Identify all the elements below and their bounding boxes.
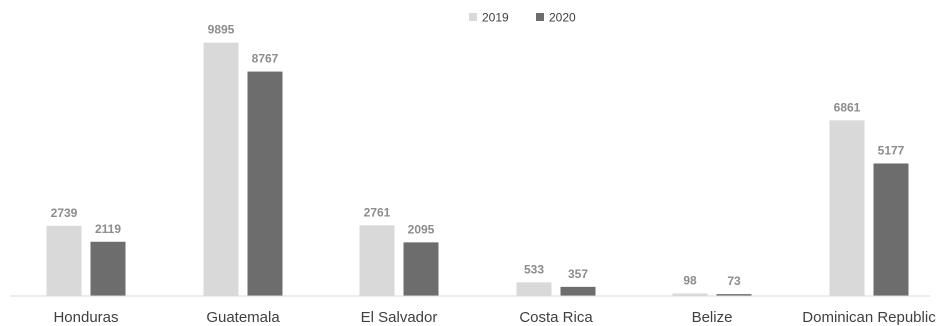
x-tick-label: Costa Rica	[519, 309, 593, 326]
x-tick-labels: Honduras Guatemala El Salvador Costa Rica Be…	[53, 309, 936, 326]
bar-2019-el-salvador	[359, 225, 395, 296]
data-label: 2761	[364, 205, 391, 219]
bar-2020-dominican-republic	[873, 163, 909, 296]
bar-2020-costa-rica	[560, 286, 596, 296]
data-labels: 2739 2119 9895 8767 2761 2095 533 357 98 73 6861 51…	[51, 23, 905, 288]
bar-2019-belize	[672, 293, 708, 296]
bar-2019-guatemala	[203, 42, 239, 296]
legend-swatch-2019	[469, 13, 477, 21]
x-tick-label: Guatemala	[206, 309, 280, 326]
legend-label-2020: 2020	[549, 11, 576, 25]
data-label: 9895	[208, 23, 235, 37]
bars	[46, 42, 909, 297]
x-tick-label: El Salvador	[361, 309, 438, 326]
bar-2020-guatemala	[247, 71, 283, 297]
x-tick-label: Honduras	[53, 309, 118, 326]
bar-2020-honduras	[90, 241, 126, 296]
x-tick-label: Dominican Republic	[802, 309, 936, 326]
data-label: 98	[683, 273, 697, 287]
data-label: 6861	[834, 100, 861, 114]
legend: 2019 2020	[469, 11, 576, 25]
legend-label-2019: 2019	[482, 11, 509, 25]
bar-2019-dominican-republic	[829, 120, 865, 296]
data-label: 8767	[252, 52, 279, 66]
data-label: 5177	[878, 143, 905, 157]
data-label: 533	[524, 262, 544, 276]
x-tick-label: Belize	[692, 309, 733, 326]
bar-2019-honduras	[46, 225, 82, 296]
bar-2019-costa-rica	[516, 282, 552, 296]
data-label: 357	[568, 267, 588, 281]
data-label: 2739	[51, 206, 78, 220]
data-label: 73	[727, 274, 741, 288]
legend-swatch-2020	[536, 13, 544, 21]
bar-2020-belize	[716, 294, 752, 296]
data-label: 2119	[95, 222, 121, 236]
bar-2020-el-salvador	[403, 242, 439, 296]
data-label: 2095	[408, 222, 435, 236]
